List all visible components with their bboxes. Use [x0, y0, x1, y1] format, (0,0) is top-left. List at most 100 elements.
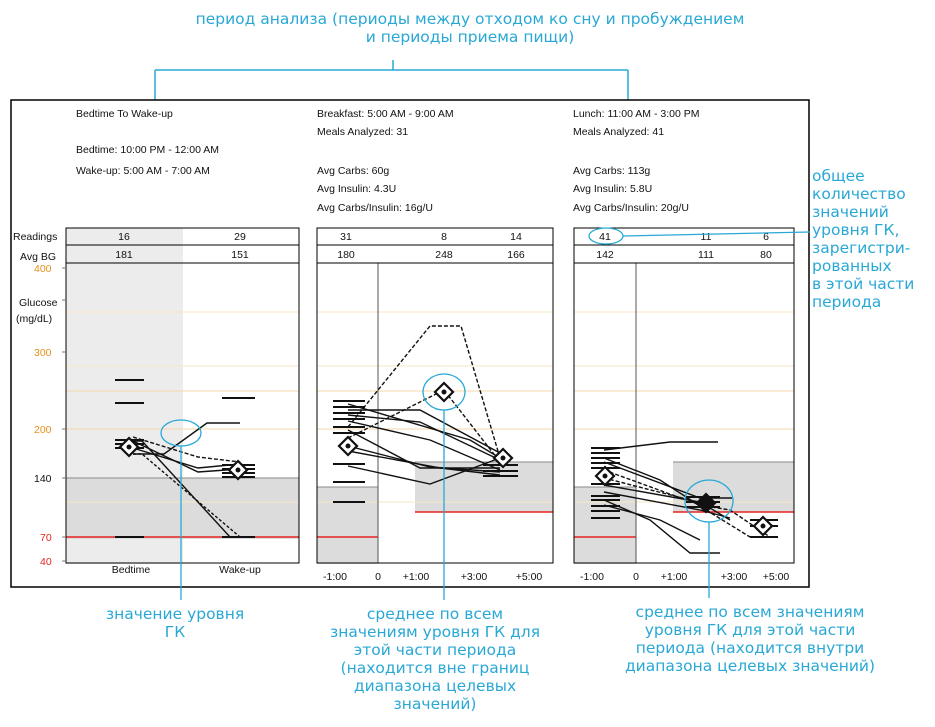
- panel3-info: Avg Carbs: 113g: [573, 165, 650, 177]
- readings-callout-line: [622, 231, 811, 237]
- caption-analysis-period: период анализа (периоды между отходом ко…: [175, 10, 765, 46]
- readings-value: 16: [118, 231, 130, 243]
- x-label: 0: [633, 571, 639, 583]
- y-tick-label: 400: [34, 263, 52, 275]
- panel1-chart: 16 29 181 151: [62, 227, 300, 600]
- avg-bg-value: 142: [596, 249, 614, 261]
- x-label: Bedtime: [112, 564, 151, 576]
- caption-right-line: общее: [812, 167, 865, 185]
- panel2-border: [316, 227, 554, 564]
- bg-traces: [347, 325, 501, 485]
- y-tick-label: 40: [40, 556, 52, 568]
- caption-right-line: уровня ГК,: [812, 221, 900, 239]
- panel2-chart: 31 8 14 180 248 166: [316, 227, 554, 600]
- y-tick-label: 140: [34, 473, 52, 485]
- avg-bg-value: 111: [698, 249, 714, 261]
- panel2-info: Avg Insulin: 4.3U: [317, 183, 396, 195]
- avg-markers: [337, 381, 514, 469]
- panel3-info: Avg Insulin: 5.8U: [573, 183, 652, 195]
- caption-avg-outside-range: среднее по всем значениям уровня ГК для …: [290, 605, 580, 713]
- panel2-info: Avg Carbs: 60g: [317, 165, 389, 177]
- caption-right-line: количество: [812, 185, 906, 203]
- avg-bg-value: 151: [231, 249, 249, 261]
- y-axis-title: Glucose: [19, 297, 58, 309]
- avg-bg-value: 80: [760, 249, 772, 261]
- avg-markers: [118, 436, 249, 481]
- target-band: [317, 487, 378, 564]
- target-band: [673, 462, 794, 512]
- caption-br-line: среднее по всем значениям: [635, 603, 865, 621]
- x-label: +1:00: [403, 571, 430, 583]
- caption-right-line: периода: [812, 293, 882, 311]
- caption-br-line: диапазона целевых значений): [624, 657, 876, 675]
- caption-br-line: периода (находится внутри: [635, 639, 865, 657]
- y-tick-label: 70: [40, 532, 52, 544]
- readings-value: 41: [599, 231, 611, 243]
- readings-value: 31: [340, 231, 352, 243]
- caption-bl-line: значение уровня: [105, 605, 245, 623]
- y-tick-label: 300: [34, 347, 52, 359]
- caption-right-line: рованных: [812, 257, 892, 275]
- avg-bg-value: 166: [507, 249, 525, 261]
- avg-markers: [594, 465, 774, 537]
- x-label: +1:00: [661, 571, 688, 583]
- panel1-border: [65, 227, 300, 564]
- x-label: +5:00: [516, 571, 543, 583]
- panel1-info: Bedtime: 10:00 PM - 12:00 AM: [76, 144, 219, 156]
- panel3-chart: 41 11 6 142 111 80: [573, 227, 811, 598]
- x-label: Wake-up: [219, 564, 261, 576]
- caption-top-line1: период анализа (периоды между отходом ко…: [195, 10, 745, 28]
- panel2-info: Avg Carbs/Insulin: 16g/U: [317, 202, 433, 214]
- readings-value: 6: [763, 231, 769, 243]
- readings-value: 29: [234, 231, 246, 243]
- panel3-info: Meals Analyzed: 41: [573, 126, 664, 138]
- caption-bm-line: этой части периода: [353, 641, 517, 659]
- caption-avg-inside-range: среднее по всем значениям уровня ГК для …: [580, 603, 920, 675]
- caption-top-line2: и периоды приема пищи): [365, 28, 575, 46]
- caption-right-line: в этой части: [812, 275, 915, 293]
- y-axis-unit: (mg/dL): [16, 313, 52, 325]
- caption-right-line: зарегистри-: [812, 239, 911, 257]
- caption-br-line: уровня ГК для этой части: [644, 621, 856, 639]
- target-band: [574, 487, 636, 564]
- panel3-title: Lunch: 11:00 AM - 3:00 PM: [573, 108, 699, 120]
- caption-right-line: значений: [812, 203, 889, 221]
- caption-bl-line: ГК: [164, 623, 186, 641]
- target-band: [415, 462, 553, 512]
- x-label: -1:00: [580, 571, 604, 583]
- avg-bg-value: 248: [435, 249, 453, 261]
- caption-total-readings: общее количество значений уровня ГК, зар…: [812, 167, 934, 311]
- bedtime-avg-shade: [66, 245, 183, 263]
- panel1-title: Bedtime To Wake-up: [76, 108, 173, 120]
- caption-bm-line: среднее по всем: [366, 605, 504, 623]
- x-label: +5:00: [763, 571, 790, 583]
- caption-bm-line: (находится вне границ: [340, 659, 530, 677]
- panel2-info: Meals Analyzed: 31: [317, 126, 408, 138]
- readings-value: 14: [510, 231, 522, 243]
- x-label: +3:00: [461, 571, 488, 583]
- readings-value: 11: [701, 231, 712, 243]
- bg-readings: [333, 400, 518, 503]
- x-label: -1:00: [323, 571, 347, 583]
- panel3-border: [573, 227, 795, 564]
- panel3-info: Avg Carbs/Insulin: 20g/U: [573, 202, 689, 214]
- caption-bm-line: диапазона целевых: [353, 677, 517, 695]
- y-tick-label: 200: [34, 424, 52, 436]
- caption-bg-value: значение уровня ГК: [70, 605, 280, 641]
- readings-value: 8: [441, 231, 447, 243]
- bedtime-readings-shade: [66, 228, 183, 245]
- panel2-title: Breakfast: 5:00 AM - 9:00 AM: [317, 108, 454, 120]
- avg-bg-value: 181: [115, 249, 133, 261]
- x-label: 0: [375, 571, 381, 583]
- caption-bm-line: значениям уровня ГК для: [329, 623, 541, 641]
- target-band: [66, 478, 299, 539]
- x-label: +3:00: [721, 571, 748, 583]
- avg-bg-value: 180: [337, 249, 355, 261]
- caption-bm-line: значений): [393, 695, 477, 713]
- period-bracket: [154, 60, 629, 100]
- avg-bg-row-label: Avg BG: [20, 251, 56, 263]
- panel1-info: Wake-up: 5:00 AM - 7:00 AM: [76, 165, 210, 177]
- report-frame: [10, 99, 810, 588]
- readings-row-label: Readings: [13, 231, 57, 243]
